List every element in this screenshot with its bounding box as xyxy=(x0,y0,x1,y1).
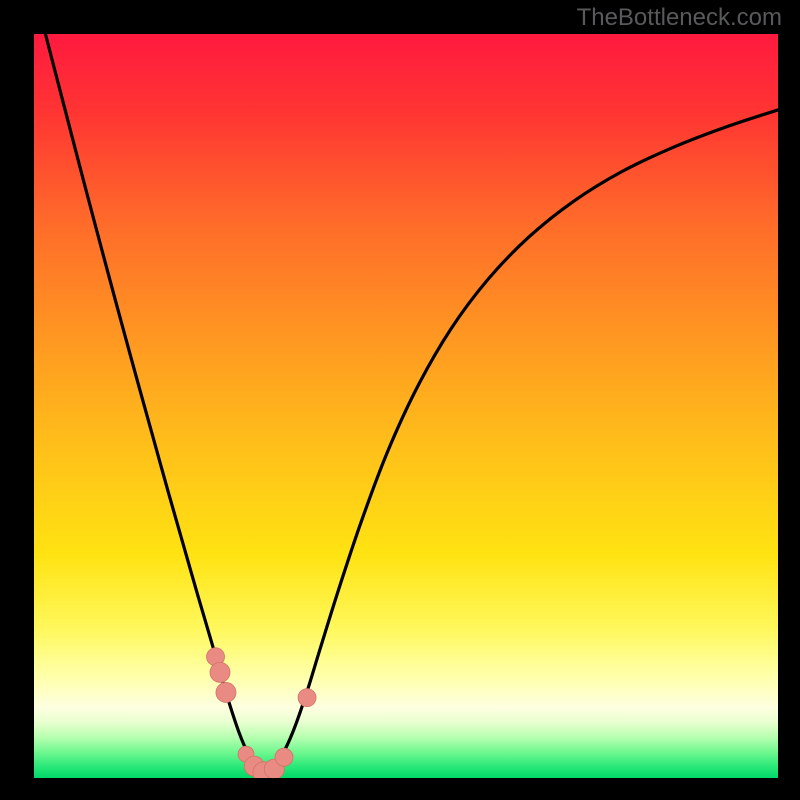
bottleneck-curve xyxy=(34,34,778,774)
watermark-text: TheBottleneck.com xyxy=(577,4,782,32)
outer-frame: TheBottleneck.com xyxy=(0,0,800,800)
data-marker xyxy=(210,662,230,682)
curve-layer xyxy=(34,34,778,778)
data-marker xyxy=(298,689,316,707)
data-marker xyxy=(275,748,293,766)
data-marker xyxy=(216,682,236,702)
plot-area xyxy=(34,34,778,778)
